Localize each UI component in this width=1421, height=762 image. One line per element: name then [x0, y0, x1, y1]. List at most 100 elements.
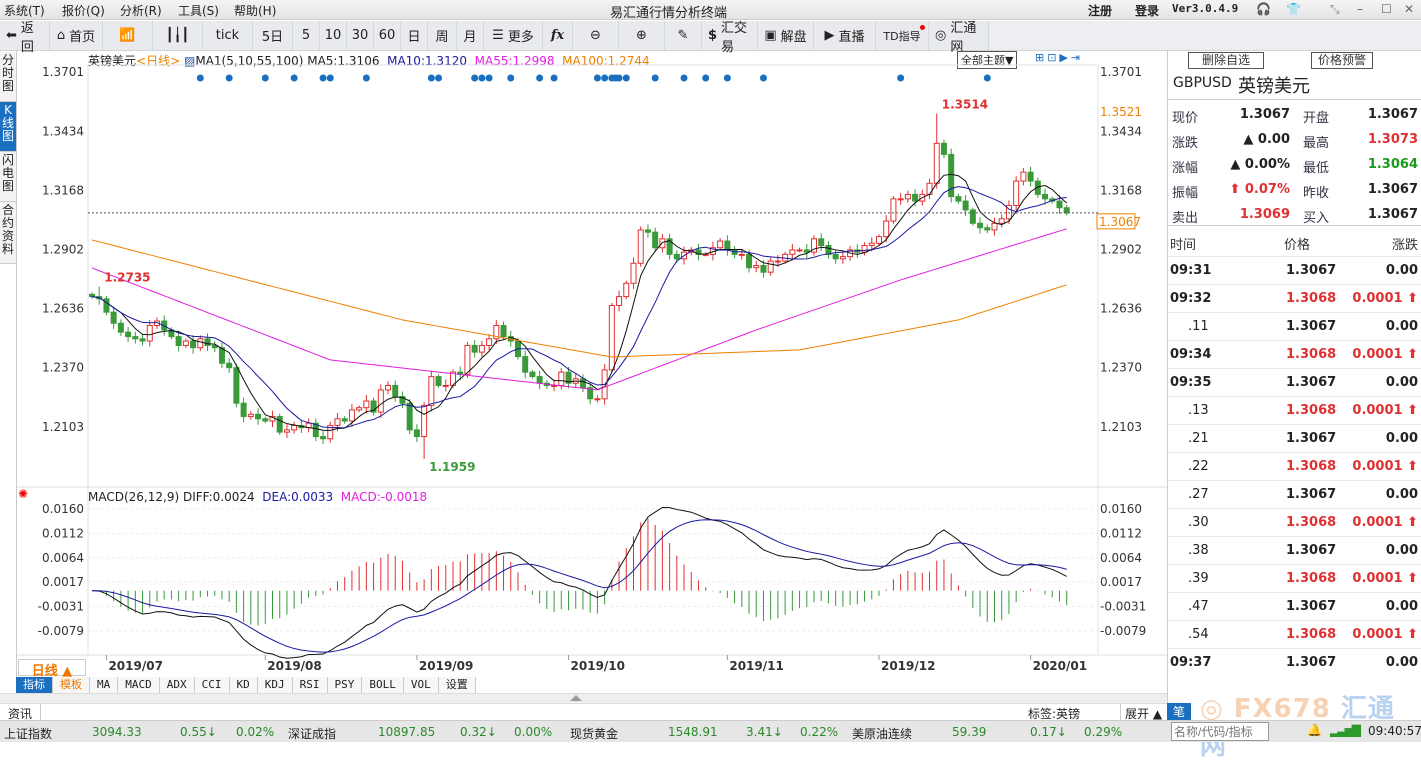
indicator-tab[interactable]: KD [229, 677, 258, 693]
tick-price: 1.3068 [1286, 627, 1337, 642]
headset-icon[interactable]: 🎧 [1256, 2, 1271, 16]
candle-chart-button[interactable]: ┃╽┃ [153, 21, 203, 50]
news-tab[interactable]: 资讯 [0, 704, 42, 723]
candle-body [659, 238, 666, 249]
home-icon: ⌂ [56, 28, 66, 43]
price-alert-button[interactable]: 价格预警 [1311, 52, 1373, 69]
60min-button[interactable]: 60 [374, 21, 401, 50]
event-marker [485, 74, 493, 82]
minimize-icon[interactable]: – [1357, 2, 1363, 16]
kline-chart[interactable]: 1.3701 1.3701 1.3434 1.3434 1.3168 1.3168 1.29… [0, 0, 1167, 677]
td-guide-button[interactable]: TD指导 [876, 21, 929, 50]
quote-panel: 删除自选 价格预警 GBPUSD 英镑美元 现价 1.3067 开盘 1.3067 涨跌… [1167, 51, 1421, 703]
indicator-tab[interactable]: KDJ [257, 677, 293, 693]
week-button[interactable]: 周 [428, 21, 457, 50]
candle-body [348, 409, 355, 422]
search-field[interactable] [1172, 723, 1268, 740]
candle-body [190, 340, 197, 349]
macd-settings-icon[interactable]: ✺ [18, 487, 29, 501]
live-button[interactable]: ▶ 直播 [814, 21, 876, 50]
menu-quote[interactable]: 报价(Q) [62, 4, 105, 18]
indicator-tab[interactable]: 设置 [438, 677, 476, 693]
trade-button[interactable]: $ 汇交易 [702, 21, 758, 55]
ma-settings-icon[interactable]: ▨ [183, 54, 196, 68]
remove-watchlist-button[interactable]: 删除自选 [1188, 52, 1264, 69]
register-link[interactable]: 注册 [1088, 4, 1113, 18]
quote-label: 振幅 [1172, 186, 1199, 201]
menu-analysis[interactable]: 分析(R) [120, 4, 162, 18]
bell-icon[interactable]: 🔔 [1307, 723, 1322, 737]
month-button[interactable]: 月 [457, 21, 484, 50]
fx678-button[interactable]: ◎ 汇通网 [929, 21, 989, 55]
more-button[interactable]: ☰ 更多 [484, 21, 543, 50]
indicator-tab[interactable]: 模板 [53, 677, 90, 693]
indicator-tab[interactable]: MA [90, 677, 119, 693]
restore-icon[interactable]: ⤡ [1330, 2, 1340, 16]
30min-button[interactable]: 30 [347, 21, 374, 50]
formula-button[interactable]: fx [543, 21, 573, 50]
quote-label: 开盘 [1303, 111, 1330, 126]
menu-tools[interactable]: 工具(S) [178, 4, 219, 18]
menu-system[interactable]: 系统(T) [4, 4, 45, 18]
indicator-tab[interactable]: VOL [403, 677, 439, 693]
tab-timeshare[interactable]: 分时图 [0, 52, 16, 102]
pen-button[interactable]: 笔 [1167, 703, 1191, 720]
maximize-icon[interactable]: ☐ [1381, 2, 1392, 16]
tab-flash[interactable]: 闪电图 [0, 152, 16, 202]
candle-body [608, 304, 615, 371]
5min-button[interactable]: 5 [293, 21, 320, 50]
quote-value: 1.3067 [1367, 107, 1418, 122]
macd-tick-left: 0.0160 [42, 502, 84, 516]
price-tick-right: 1.2636 [1100, 302, 1142, 316]
candle-body [839, 256, 846, 260]
tick-change: 0.00 [1385, 655, 1418, 670]
menu-help[interactable]: 帮助(H) [234, 4, 277, 18]
tick-price: 1.3067 [1286, 655, 1337, 670]
chart-tool-icons[interactable]: ⊞⊡▶⇥ [1035, 51, 1084, 64]
ticker-name[interactable]: 现货黄金 [570, 727, 619, 741]
10min-button[interactable]: 10 [320, 21, 347, 50]
indicator-tab[interactable]: RSI [292, 677, 328, 693]
tick-button[interactable]: tick [203, 21, 253, 50]
close-icon[interactable]: ✕ [1404, 2, 1415, 16]
candle-body [897, 198, 904, 201]
ticker-name[interactable]: 深证成指 [288, 727, 337, 741]
indicator-tab[interactable]: ADX [159, 677, 195, 693]
back-button[interactable]: ⬅ 返回 [0, 21, 50, 55]
day-button[interactable]: 日 [401, 21, 428, 50]
5day-button[interactable]: 5日 [253, 21, 293, 50]
zoom-in-button[interactable]: ⊕ [619, 21, 665, 50]
login-link[interactable]: 登录 [1135, 4, 1160, 18]
indicator-tab[interactable]: PSY [327, 677, 363, 693]
ticker-name[interactable]: 美原油连续 [852, 727, 913, 741]
zoom-out-button[interactable]: ⊖ [573, 21, 619, 50]
tick-time: 09:37 [1170, 655, 1212, 670]
shirt-icon[interactable]: 👕 [1286, 2, 1301, 16]
collapse-arrow-icon[interactable] [570, 695, 582, 701]
tab-contract-info[interactable]: 合约资料 [0, 202, 16, 264]
period-button[interactable]: 日线 ▲ [18, 659, 86, 679]
indicator-tab[interactable]: BOLL [362, 677, 404, 693]
candle-body [883, 220, 890, 238]
tick-change: 0.00 [1385, 375, 1418, 390]
candle-body [984, 227, 991, 231]
bar-chart-button[interactable]: 📶 [103, 21, 153, 50]
indicator-tab[interactable]: MACD [118, 677, 160, 693]
dollar-icon: $ [708, 28, 718, 43]
ticker-pct: 0.02% [236, 725, 275, 739]
tab-kline[interactable]: K线图 [0, 102, 16, 152]
indicator-tab[interactable]: 指标 [16, 677, 53, 693]
draw-button[interactable]: ✎ [665, 21, 702, 50]
tick-change: 0.0001 ⬆ [1352, 627, 1418, 642]
search-input[interactable] [1171, 722, 1269, 741]
expand-button[interactable]: 展开 ▲ [1120, 704, 1166, 723]
panel-splitter[interactable] [0, 693, 1167, 703]
indicator-tab[interactable]: CCI [194, 677, 230, 693]
candle-body [399, 396, 406, 404]
analysis-button[interactable]: ▣ 解盘 [758, 21, 814, 50]
macd-tick-right: 0.0017 [1100, 575, 1142, 589]
ticker-name[interactable]: 上证指数 [4, 727, 53, 741]
quote-row: 卖出 1.3069 买入 1.3067 [1172, 203, 1418, 228]
home-button[interactable]: ⌂ 首页 [50, 21, 103, 50]
candlestick-icon: ┃╽┃ [165, 28, 190, 43]
